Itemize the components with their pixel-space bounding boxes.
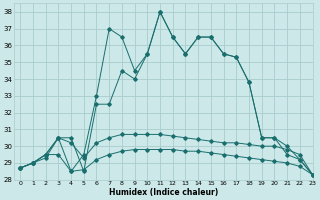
X-axis label: Humidex (Indice chaleur): Humidex (Indice chaleur): [108, 188, 218, 197]
